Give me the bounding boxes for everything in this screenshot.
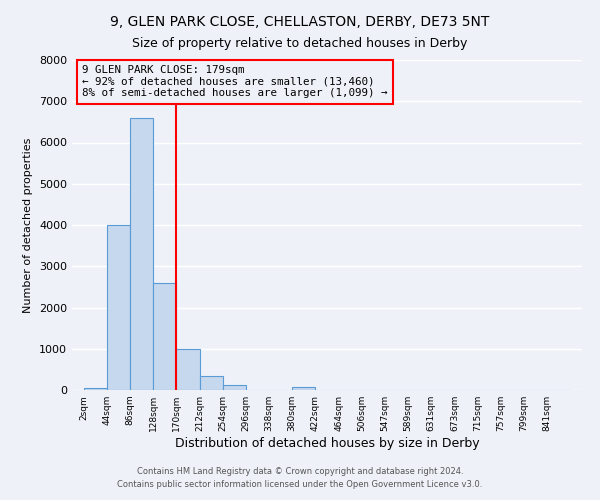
Text: 9, GLEN PARK CLOSE, CHELLASTON, DERBY, DE73 5NT: 9, GLEN PARK CLOSE, CHELLASTON, DERBY, D… xyxy=(110,15,490,29)
Bar xyxy=(199,376,223,390)
Bar xyxy=(83,388,107,390)
X-axis label: Distribution of detached houses by size in Derby: Distribution of detached houses by size … xyxy=(175,437,479,450)
Text: Size of property relative to detached houses in Derby: Size of property relative to detached ho… xyxy=(133,38,467,51)
Y-axis label: Number of detached properties: Number of detached properties xyxy=(23,138,34,312)
Text: Contains HM Land Registry data © Crown copyright and database right 2024.
Contai: Contains HM Land Registry data © Crown c… xyxy=(118,468,482,489)
Bar xyxy=(130,118,153,390)
Bar xyxy=(176,349,199,390)
Bar xyxy=(292,386,316,390)
Bar xyxy=(107,225,130,390)
Bar xyxy=(223,384,246,390)
Bar xyxy=(153,283,176,390)
Text: 9 GLEN PARK CLOSE: 179sqm
← 92% of detached houses are smaller (13,460)
8% of se: 9 GLEN PARK CLOSE: 179sqm ← 92% of detac… xyxy=(82,65,388,98)
